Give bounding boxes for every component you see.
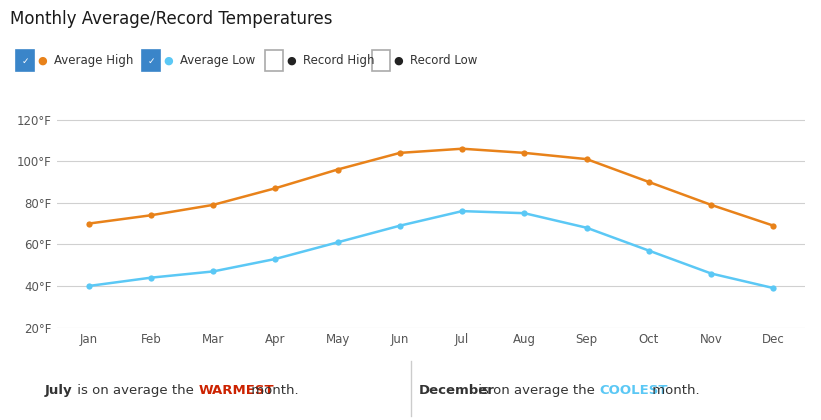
Text: COOLEST: COOLEST: [599, 384, 668, 397]
Text: ●: ●: [163, 56, 173, 66]
Text: WARMEST: WARMEST: [198, 384, 274, 397]
Text: ●: ●: [393, 56, 403, 66]
Text: July: July: [45, 384, 73, 397]
Text: ✓: ✓: [21, 56, 30, 66]
Text: is on average the: is on average the: [474, 384, 599, 397]
Text: month.: month.: [246, 384, 298, 397]
Text: is on average the: is on average the: [73, 384, 198, 397]
Text: December: December: [419, 384, 494, 397]
Text: ✓: ✓: [147, 56, 155, 66]
Text: ●: ●: [287, 56, 296, 66]
Text: ●: ●: [38, 56, 48, 66]
Text: Average High: Average High: [54, 55, 134, 67]
Text: Record Low: Record Low: [410, 55, 477, 67]
Text: Average Low: Average Low: [180, 55, 255, 67]
Text: month.: month.: [648, 384, 699, 397]
Text: Monthly Average/Record Temperatures: Monthly Average/Record Temperatures: [10, 10, 333, 29]
Text: Record High: Record High: [303, 55, 374, 67]
